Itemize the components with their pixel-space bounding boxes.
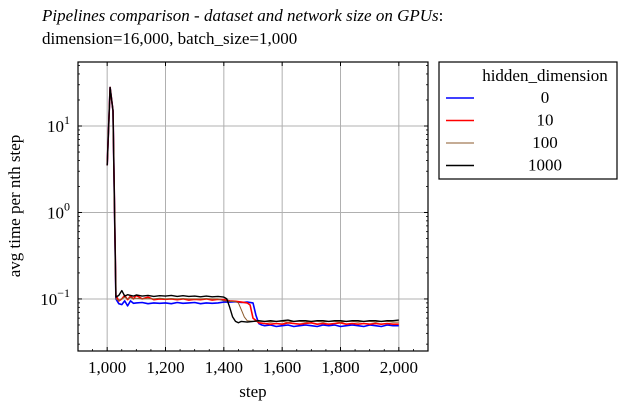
x-axis-label: step — [239, 382, 266, 401]
y-tick-label: 101 — [47, 113, 70, 136]
legend-label: 0 — [541, 88, 550, 107]
x-tick-label: 2,000 — [380, 358, 418, 377]
chart-title-italic: Pipelines comparison - dataset and netwo… — [41, 6, 439, 25]
grid — [78, 62, 428, 351]
y-tick-exponent: −1 — [57, 286, 70, 300]
series-line-10 — [106, 86, 399, 326]
series-line-0 — [106, 86, 399, 328]
chart-title: Pipelines comparison - dataset and netwo… — [41, 6, 443, 25]
x-tick-label: 1,800 — [321, 358, 359, 377]
y-tick-base: 10 — [47, 117, 64, 136]
y-tick-label: 100 — [47, 199, 70, 222]
x-tick-label: 1,400 — [205, 358, 243, 377]
series-line-1000 — [106, 86, 399, 324]
y-tick-base: 10 — [47, 203, 64, 222]
legend: hidden_dimension 0 10 100 1000 — [438, 61, 618, 180]
x-tick-label: 1,000 — [88, 358, 126, 377]
y-tick-exponent: 1 — [64, 113, 70, 127]
series-line-100 — [106, 86, 399, 323]
series-lines — [106, 86, 399, 328]
legend-label: 100 — [532, 133, 558, 152]
plot-frame — [77, 61, 429, 352]
y-tick-exponent: 0 — [64, 199, 70, 213]
y-tick-base: 10 — [40, 290, 57, 309]
legend-label: 1000 — [528, 156, 562, 175]
legend-label: 10 — [537, 111, 554, 130]
x-tick-label: 1,600 — [263, 358, 301, 377]
legend-title: hidden_dimension — [482, 66, 608, 85]
x-tick-label: 1,200 — [146, 358, 184, 377]
chart-subtitle: dimension=16,000, batch_size=1,000 — [42, 29, 297, 48]
y-tick-label: 10−1 — [40, 286, 70, 309]
chart-title-colon: : — [439, 6, 444, 25]
y-axis-label: avg time per nth step — [5, 135, 24, 278]
